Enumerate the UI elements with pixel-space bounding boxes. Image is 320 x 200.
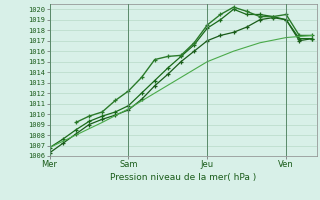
X-axis label: Pression niveau de la mer( hPa ): Pression niveau de la mer( hPa ) (110, 173, 256, 182)
